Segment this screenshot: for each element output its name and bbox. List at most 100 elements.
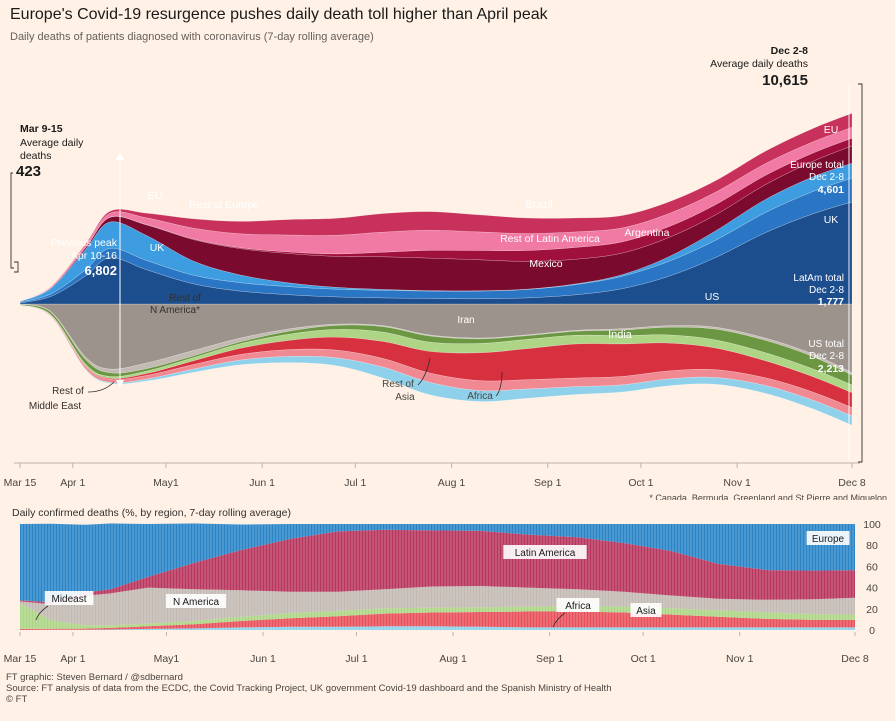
chart-subtitle: Daily deaths of patients diagnosed with … <box>10 31 374 43</box>
ann-mar-bracket-2 <box>14 261 19 273</box>
label-rest-of-n-america: Rest of <box>169 293 201 304</box>
chart-title: Europe's Covid-19 resurgence pushes dail… <box>10 6 548 23</box>
share-area-mideast <box>20 603 855 629</box>
x-tick-label: Dec 8 <box>838 477 866 489</box>
share-label-asia-box <box>630 603 662 617</box>
ann-europe-value: 4,601 <box>818 184 844 196</box>
ann-mar-bracket <box>10 172 14 269</box>
share-x-tick-label: Apr 1 <box>60 653 85 665</box>
footer-source: Source: FT analysis of data from the ECD… <box>6 683 612 694</box>
label-rest-of-middle-east: Rest of <box>52 386 84 397</box>
share-leader-africa <box>552 612 566 628</box>
footer-copyright: © FT <box>6 694 28 705</box>
ann-dec-value: 10,615 <box>762 72 808 89</box>
ann-us-total-2: Dec 2-8 <box>809 351 844 362</box>
label-india: India <box>608 329 633 341</box>
share-label-latin-america: Latin America <box>515 548 576 559</box>
leader-middle-east <box>87 381 115 393</box>
label-rest-of-n-america-2: N America* <box>150 305 200 316</box>
ann-us-total: US total <box>808 339 844 350</box>
ann-mar-label: Mar 9-15 <box>20 123 63 135</box>
label-rest-of-asia-2: Asia <box>395 392 415 403</box>
share-y-tick: 0 <box>869 625 875 637</box>
share-x-tick-label: Jun 1 <box>250 653 276 665</box>
label-rest-of-asia: Rest of <box>382 379 414 390</box>
ann-dec-label: Dec 2-8 <box>771 45 809 57</box>
ann-peak-value: 6,802 <box>84 263 117 278</box>
share-leader-mideast <box>35 605 49 621</box>
share-y-tick: 60 <box>866 561 878 573</box>
share-label-n-america: N America <box>173 597 220 608</box>
share-x-tick-label: Dec 8 <box>841 653 869 665</box>
share-area-latin-america <box>20 529 855 605</box>
share-x-tick-label: Jul 1 <box>345 653 367 665</box>
share-areas <box>20 523 855 630</box>
footer-credit: FT graphic: Steven Bernard / @sdbernard <box>6 672 183 683</box>
label-eu: EU <box>148 190 163 202</box>
share-label-mideast-box <box>44 591 94 605</box>
share-y-tick: 40 <box>866 583 878 595</box>
ann-europe-total: Europe total <box>790 160 844 171</box>
x-tick-label: Aug 1 <box>438 477 466 489</box>
area-africa <box>19 305 853 426</box>
share-label-europe-box <box>806 531 850 545</box>
share-label-mideast: Mideast <box>51 594 86 605</box>
ann-peak-label-2: Apr 10-16 <box>71 250 117 262</box>
x-tick-label: Sep 1 <box>534 477 562 489</box>
x-tick-label: Apr 1 <box>60 477 85 489</box>
ann-peak-arrowhead-down <box>116 380 124 388</box>
label-uk: UK <box>150 242 165 254</box>
label-rest-of-latin-america: Rest of Latin America <box>500 233 600 245</box>
share-title: Daily confirmed deaths (%, by region, 7-… <box>12 507 291 519</box>
ann-dec-bracket <box>858 83 863 463</box>
area-mexico <box>19 113 853 302</box>
share-label-europe: Europe <box>812 534 845 545</box>
ann-us-value: 2,213 <box>818 363 844 375</box>
share-x-tick-label: Oct 1 <box>631 653 656 665</box>
share-area-n-america <box>20 586 855 626</box>
label-eu: EU <box>824 124 839 136</box>
ann-dec-text: Average daily deaths <box>710 58 808 70</box>
share-area-africa <box>20 626 855 630</box>
share-area-asia <box>20 611 855 630</box>
share-y-tick: 20 <box>866 604 878 616</box>
share-x-tick-label: Sep 1 <box>536 653 564 665</box>
x-tick-label: Mar 15 <box>4 477 37 489</box>
share-x-tick-label: Mar 15 <box>4 653 37 665</box>
share-hatching <box>21 524 854 630</box>
label-uk: UK <box>824 214 839 226</box>
ann-latam-value: 1,777 <box>818 296 844 308</box>
x-tick-label: May1 <box>153 477 179 489</box>
leader-asia <box>417 357 431 386</box>
share-x-tick-label: Aug 1 <box>439 653 467 665</box>
x-tick-label: Nov 1 <box>723 477 751 489</box>
share-area-europe <box>20 523 855 603</box>
share-label-africa-box <box>556 598 600 612</box>
share-label-latin-america-box <box>503 545 587 559</box>
ann-mar-value: 423 <box>16 163 41 180</box>
footnote: * Canada, Bermuda, Greenland and St Pier… <box>649 493 887 500</box>
label-us: US <box>705 291 720 303</box>
share-label-n-america-box <box>165 594 227 608</box>
leader-africa <box>495 371 503 397</box>
label-brazil: Brazil <box>525 199 553 211</box>
ann-latam-total-2: Dec 2-8 <box>809 285 844 296</box>
x-tick-label: Jul 1 <box>344 477 366 489</box>
label-mexico: Mexico <box>529 258 562 270</box>
ann-peak-arrowhead-up <box>116 152 124 160</box>
label-africa: Africa <box>467 391 493 402</box>
share-label-africa: Africa <box>565 601 591 612</box>
share-label-asia: Asia <box>636 606 656 617</box>
share-x-tick-label: May1 <box>154 653 180 665</box>
label-argentina: Argentina <box>625 227 670 239</box>
ann-latam-total: LatAm total <box>793 273 844 284</box>
label-iran: Iran <box>457 315 474 326</box>
share-y-tick: 100 <box>863 519 881 531</box>
ann-europe-total-2: Dec 2-8 <box>809 172 844 183</box>
label-rest-of-middle-east-2: Middle East <box>29 401 81 412</box>
label-rest-of-europe: Rest of Europe <box>189 199 259 211</box>
main-streamgraph: Mar 15 Apr 1 May1 Jun 1 Jul 1 Aug 1 Sep 1 Oct 1… <box>4 45 887 500</box>
ann-peak-label: Previous peak <box>50 237 117 249</box>
ann-mar-text: Average daily <box>20 137 84 149</box>
share-x-tick-label: Nov 1 <box>726 653 754 665</box>
